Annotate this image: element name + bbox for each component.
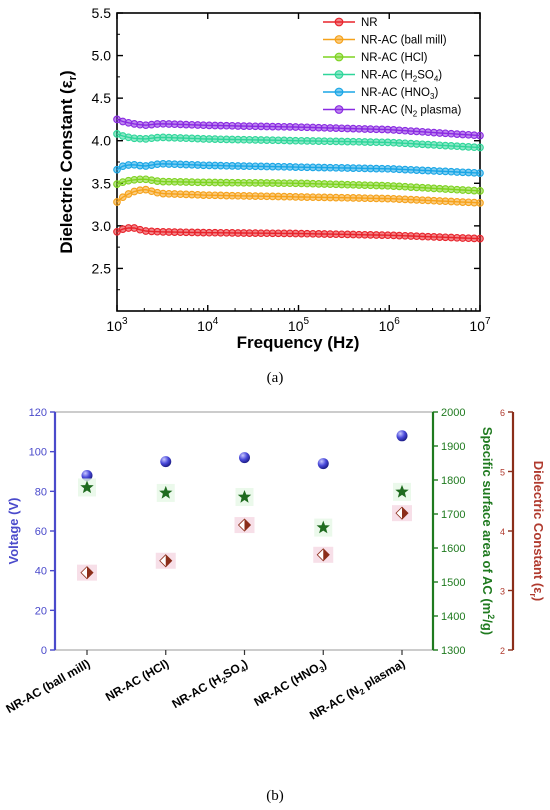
chart-b-dielectric-point-half	[402, 507, 408, 520]
chart-a-point	[113, 165, 121, 174]
chart-b-category-label: NR-AC (HCl)	[103, 656, 171, 703]
chart-a-series	[113, 115, 484, 243]
chart-b-dielectric-point-half	[165, 554, 172, 567]
chart-b-category-label: NR-AC (HNO3)	[252, 656, 330, 710]
chart-a-x-tick-label: 107	[469, 316, 491, 334]
caption-a: (a)	[267, 370, 284, 386]
chart-b-surface-area-point	[159, 485, 173, 499]
chart-b-left-tick-label: 60	[35, 526, 47, 538]
chart-a-point	[113, 198, 121, 206]
chart-b-right2-tick-label: 3	[500, 587, 505, 597]
chart-a-legend-label: NR-AC (N2 plasma)	[361, 105, 461, 119]
chart-b-surface-area-point	[237, 490, 252, 503]
chart-b-voltage-point	[239, 452, 250, 464]
chart-b-surface-area-point	[80, 480, 94, 494]
chart-a-y-tick-label: 4.0	[92, 133, 112, 149]
chart-b-dielectric-point-half	[323, 548, 330, 561]
chart-a-point	[476, 169, 484, 177]
chart-a-point	[118, 193, 127, 202]
chart-a-point	[476, 199, 484, 207]
chart-a-y-axis-title: Dielectric Constant (εr)	[57, 70, 79, 253]
chart-b-category-label: NR-AC (H2SO4)	[169, 656, 251, 712]
chart-a-series-1	[113, 185, 484, 207]
chart-a-legend-marker	[334, 35, 344, 44]
chart-a-legend-marker	[334, 87, 344, 97]
chart-a-x-tick-label: 105	[288, 316, 310, 334]
chart-b-right2-tick-label: 2	[500, 646, 505, 656]
chart-b-left-tick-label: 20	[35, 605, 47, 617]
chart-a-legend-marker	[334, 17, 344, 27]
chart-a-x-tick-label: 103	[106, 316, 128, 334]
chart-a-legend-marker	[334, 70, 344, 79]
chart-b-points	[77, 430, 412, 581]
chart-a-x-tick-label: 104	[197, 316, 219, 334]
chart-b-right1-tick-label: 1500	[441, 577, 465, 589]
chart-b-ticks: 0 20 40 60 80 100 120 1300 1400 1500 1600 1700 1800 1…	[29, 407, 513, 657]
chart-a: 2.5 3.0 3.5 4.0 4.5 5.0 5.5 103 104 105 106 107 Fre…	[57, 5, 491, 352]
chart-a-point	[476, 143, 484, 152]
chart-a-x-tick-label: 106	[379, 316, 401, 334]
chart-a-legend-label: NR-AC (HCl)	[361, 52, 428, 64]
chart-b-right1-tick-label: 1700	[441, 509, 465, 521]
chart-b-right1-tick-label: 1600	[441, 543, 465, 555]
chart-a-point	[476, 234, 484, 243]
chart-a-y-tick-label: 5.0	[92, 48, 112, 64]
chart-b-right1-tick-label: 1300	[441, 645, 465, 657]
chart-a-point	[476, 187, 484, 195]
chart-a-legend-marker	[334, 105, 344, 114]
chart-a-y-tick-label: 3.5	[92, 175, 112, 191]
chart-a-y-tick-label: 4.5	[92, 90, 112, 106]
chart-a-legend-marker	[334, 52, 344, 62]
chart-a-legend-label: NR-AC (ball mill)	[361, 35, 447, 47]
chart-b-voltage-point	[396, 430, 408, 442]
chart-b-right1-axis-title: Specific surface area of AC (m2/g)	[480, 427, 496, 635]
chart-a-y-tick-label: 5.5	[92, 5, 112, 21]
chart-a-series-5	[113, 115, 484, 140]
chart-b-dielectric-point-half	[87, 566, 93, 579]
chart-a-series-3	[113, 130, 484, 152]
chart-b-right2-axis-title: Dielectric Constant (εr)	[528, 461, 546, 601]
chart-a-series-0	[113, 224, 484, 243]
chart-b-surface-area-point	[316, 520, 330, 534]
chart-b-left-axis-title: Voltage (V)	[6, 498, 21, 565]
chart-a-legend-label: NR	[361, 17, 378, 29]
chart-a-x-axis-title: Frequency (Hz)	[237, 333, 360, 352]
chart-b-right2-tick-label: 4	[500, 527, 505, 537]
chart-a-legend: NR NR-AC (ball mill) NR-AC (HCl) NR-AC (H2S…	[323, 17, 461, 119]
chart-b-right1-tick-label: 1800	[441, 475, 465, 487]
chart-b-voltage-point	[160, 456, 172, 468]
chart-a-legend-label: NR-AC (H2SO4)	[361, 70, 442, 84]
chart-b-voltage-point	[317, 458, 329, 470]
chart-b-left-tick-label: 100	[29, 447, 47, 459]
chart-b-voltage-point	[81, 469, 93, 481]
chart-b: 0 20 40 60 80 100 120 1300 1400 1500 1600 1700 1800 1…	[4, 407, 546, 722]
chart-a-series-2	[113, 175, 484, 195]
chart-a-series-4	[113, 159, 484, 177]
chart-b-left-tick-label: 0	[41, 645, 47, 657]
chart-b-right1-tick-label: 1400	[441, 611, 465, 623]
chart-b-right2-tick-label: 6	[500, 408, 505, 418]
chart-b-category-labels: NR-AC (ball mill) NR-AC (HCl)NR-AC (H2SO4…	[4, 656, 408, 722]
chart-b-right1-tick-label: 1900	[441, 441, 465, 453]
chart-a-y-tick-label: 2.5	[92, 260, 112, 276]
chart-b-left-tick-label: 120	[29, 407, 47, 419]
chart-a-y-tick-label: 3.0	[92, 218, 112, 234]
caption-b: (b)	[266, 788, 284, 804]
chart-b-right2-tick-label: 5	[500, 468, 505, 478]
chart-b-category-label: NR-AC (ball mill)	[4, 656, 93, 715]
chart-b-dielectric-point-half	[244, 519, 251, 532]
chart-a-legend-label: NR-AC (HNO3)	[361, 87, 438, 101]
chart-b-left-tick-label: 80	[35, 486, 47, 498]
chart-b-right1-tick-label: 2000	[441, 407, 465, 419]
chart-a-ticks: 2.5 3.0 3.5 4.0 4.5 5.0 5.5 103 104 105 106 107	[92, 5, 491, 334]
chart-b-left-tick-label: 40	[35, 566, 47, 578]
chart-b-surface-area-point	[395, 484, 409, 498]
chart-a-point	[476, 131, 484, 140]
